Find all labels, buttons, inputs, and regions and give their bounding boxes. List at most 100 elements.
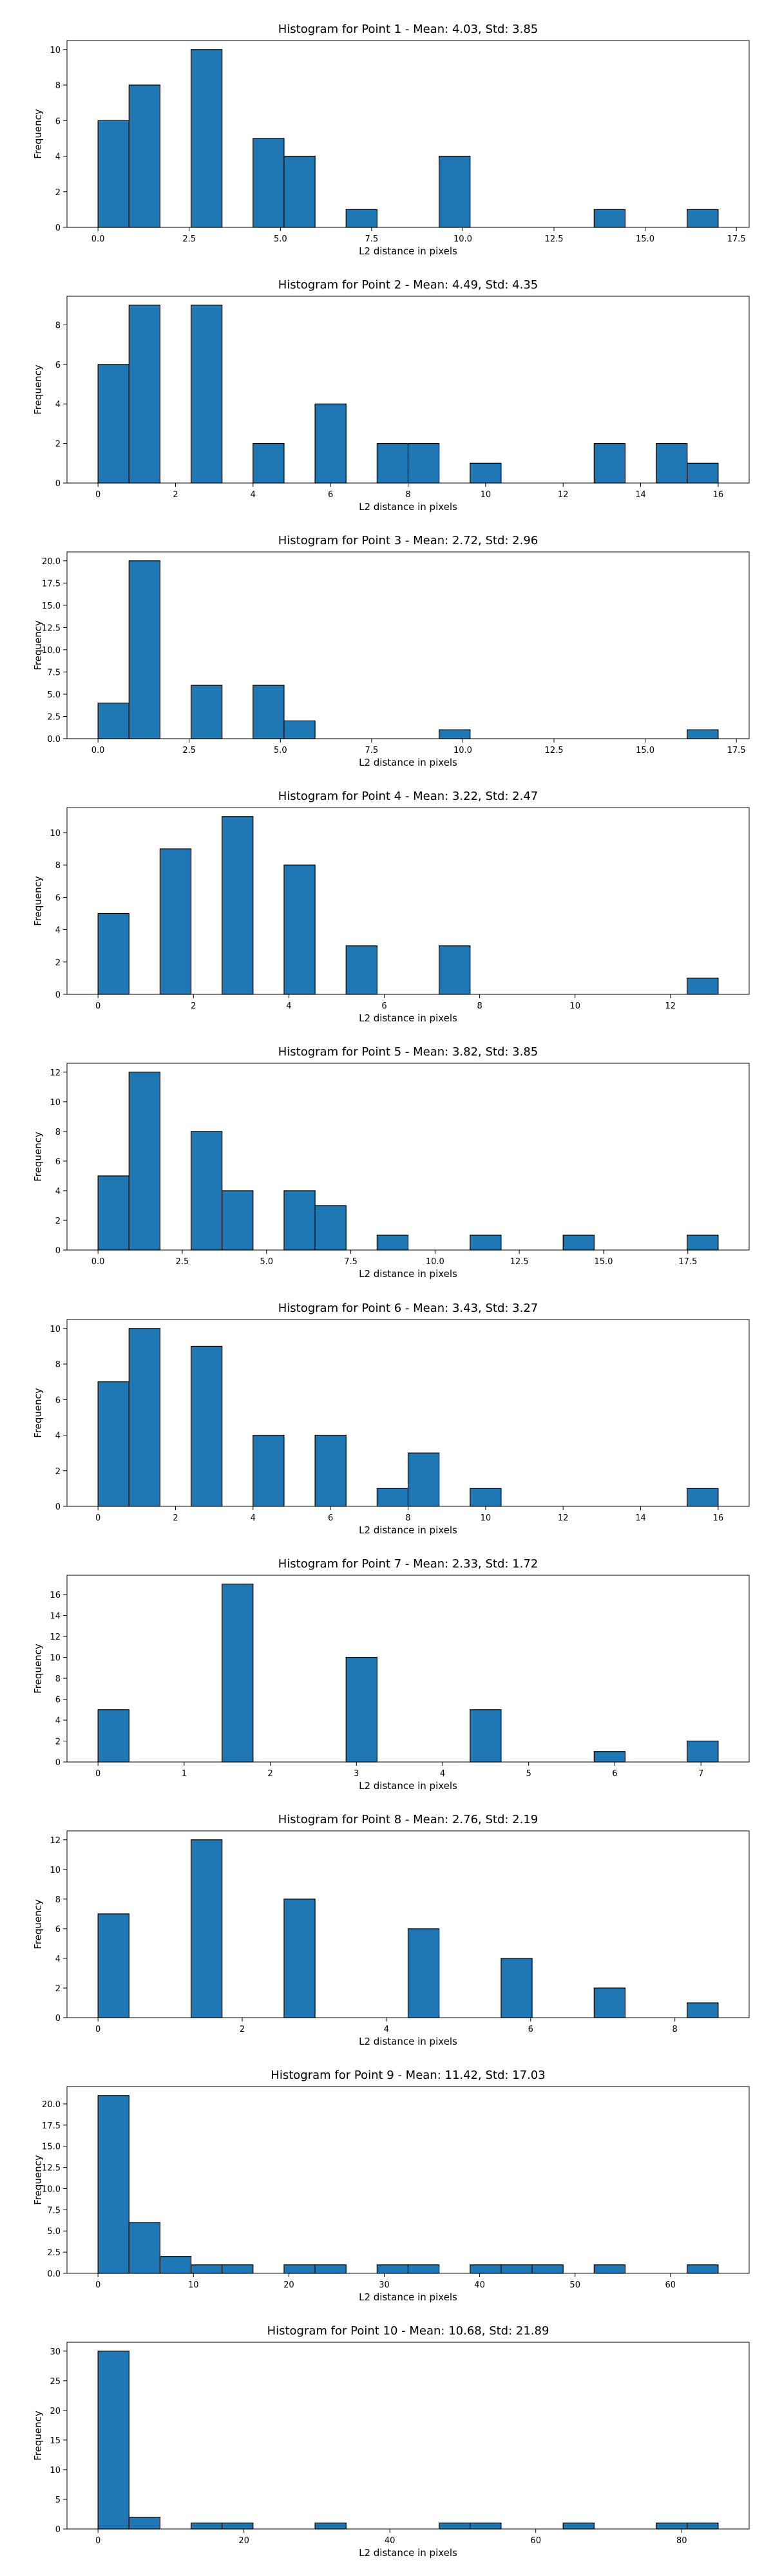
histogram-panel-1: Histogram for Point 1 - Mean: 4.03, Std:… <box>32 23 750 257</box>
histogram-bar <box>128 2222 161 2274</box>
histogram-bar <box>470 1488 502 1507</box>
x-tick-label: 4 <box>251 490 256 500</box>
x-tick-label: 2 <box>191 1001 196 1011</box>
axes-frame <box>66 2086 750 2274</box>
histogram-bar <box>128 84 161 228</box>
x-tick-label: 2.5 <box>182 746 196 755</box>
y-tick-label: 4 <box>55 400 61 410</box>
y-axis-label: Frequency <box>32 1899 44 1949</box>
x-tick-label: 20 <box>238 2536 249 2546</box>
x-tick-label: 6 <box>381 1001 386 1011</box>
x-tick-label: 4 <box>251 1513 256 1523</box>
histogram-bar <box>314 1434 347 1507</box>
histogram-bar <box>190 2523 223 2530</box>
axes-frame <box>66 2342 750 2530</box>
histogram-bar <box>190 2264 223 2274</box>
histogram-panel-9: Histogram for Point 9 - Mean: 11.42, Std… <box>32 2069 750 2303</box>
chart-title: Histogram for Point 4 - Mean: 3.22, Std:… <box>278 790 539 803</box>
y-tick-label: 10 <box>50 2466 61 2476</box>
x-axis-label: L2 distance in pixels <box>359 2291 457 2303</box>
x-tick-label: 0 <box>95 2280 100 2290</box>
y-tick-label: 10 <box>50 1654 61 1663</box>
histogram-bar <box>439 155 471 228</box>
y-tick-label: 2 <box>55 1738 61 1747</box>
histogram-bar <box>283 720 316 739</box>
x-tick-label: 10.0 <box>426 1257 444 1267</box>
histogram-bar <box>314 2523 347 2530</box>
histogram-bar <box>687 2264 719 2274</box>
y-tick-label: 2.5 <box>47 2248 61 2258</box>
histogram-bar <box>97 120 129 228</box>
histogram-bar <box>687 462 719 484</box>
histogram-bar <box>159 848 192 995</box>
chart-title: Histogram for Point 7 - Mean: 2.33, Std:… <box>278 1557 539 1571</box>
y-axis-label: Frequency <box>32 1643 44 1694</box>
chart-title: Histogram for Point 2 - Mean: 4.49, Std:… <box>278 278 539 292</box>
histogram-bar <box>470 1235 502 1251</box>
x-tick-label: 4 <box>384 2025 389 2034</box>
histogram-bar <box>687 978 719 995</box>
y-tick-label: 4 <box>55 153 61 162</box>
y-tick-label: 17.5 <box>42 579 61 589</box>
histogram-bar <box>562 1235 595 1251</box>
x-tick-label: 6 <box>528 2025 533 2034</box>
x-tick-label: 16 <box>713 1513 724 1523</box>
x-tick-label: 8 <box>405 490 410 500</box>
histogram-bar <box>222 1190 254 1251</box>
x-tick-label: 12.5 <box>545 234 564 244</box>
histogram-bar <box>314 403 347 484</box>
histogram-bar <box>593 1751 626 1763</box>
histogram-bar <box>687 729 719 739</box>
histogram-bar <box>97 1709 129 1763</box>
x-tick-label: 14 <box>635 490 646 500</box>
axes-frame <box>66 1830 750 2018</box>
x-tick-label: 0.0 <box>91 234 105 244</box>
x-axis-label: L2 distance in pixels <box>359 501 457 513</box>
y-tick-label: 4 <box>55 1187 61 1197</box>
y-tick-label: 0 <box>55 1758 61 1768</box>
y-axis-label: Frequency <box>32 1132 44 1182</box>
y-tick-label: 0 <box>55 990 61 1000</box>
x-tick-label: 16 <box>713 490 724 500</box>
histogram-bar <box>283 1899 316 2018</box>
x-tick-label: 4 <box>440 1769 445 1779</box>
histogram-bar <box>376 1488 409 1507</box>
x-axis-label: L2 distance in pixels <box>359 1524 457 1536</box>
x-tick-label: 2.5 <box>182 234 196 244</box>
x-tick-label: 7.5 <box>344 1257 358 1267</box>
y-tick-label: 7.5 <box>47 2206 61 2215</box>
y-axis-label: Frequency <box>32 365 44 415</box>
axes-frame <box>66 1063 750 1251</box>
y-tick-label: 6 <box>55 117 61 126</box>
histogram-bar <box>345 945 377 995</box>
x-tick-label: 0.0 <box>91 1257 105 1267</box>
x-tick-label: 0 <box>95 1769 100 1779</box>
y-tick-label: 5 <box>55 2496 61 2505</box>
y-tick-label: 0 <box>55 1246 61 1256</box>
histogram-bar <box>531 2264 564 2274</box>
histogram-panel-2: Histogram for Point 2 - Mean: 4.49, Std:… <box>32 278 750 513</box>
chart-title: Histogram for Point 3 - Mean: 2.72, Std:… <box>278 534 539 547</box>
histogram-bar <box>190 49 223 228</box>
chart-title: Histogram for Point 9 - Mean: 11.42, Std… <box>271 2069 545 2082</box>
histogram-bar <box>655 2523 688 2530</box>
histogram-bar <box>439 2523 471 2530</box>
histogram-panel-7: Histogram for Point 7 - Mean: 2.33, Std:… <box>32 1557 750 1792</box>
histogram-bar <box>562 2523 595 2530</box>
y-axis-label: Frequency <box>32 1388 44 1438</box>
x-tick-label: 8 <box>405 1513 410 1523</box>
histogram-panel-5: Histogram for Point 5 - Mean: 3.82, Std:… <box>32 1045 750 1280</box>
y-tick-label: 8 <box>55 321 61 330</box>
axes-frame <box>66 1575 750 1763</box>
y-tick-label: 6 <box>55 1696 61 1705</box>
histogram-panel-8: Histogram for Point 8 - Mean: 2.76, Std:… <box>32 1813 750 2047</box>
x-tick-label: 10.0 <box>453 746 472 755</box>
x-tick-label: 15.0 <box>594 1257 613 1267</box>
x-tick-label: 12.5 <box>510 1257 529 1267</box>
y-tick-label: 2 <box>55 440 61 450</box>
x-tick-label: 2 <box>173 1513 178 1523</box>
histogram-bar <box>593 1987 626 2018</box>
y-tick-label: 8 <box>55 861 61 871</box>
x-tick-label: 1 <box>182 1769 187 1779</box>
